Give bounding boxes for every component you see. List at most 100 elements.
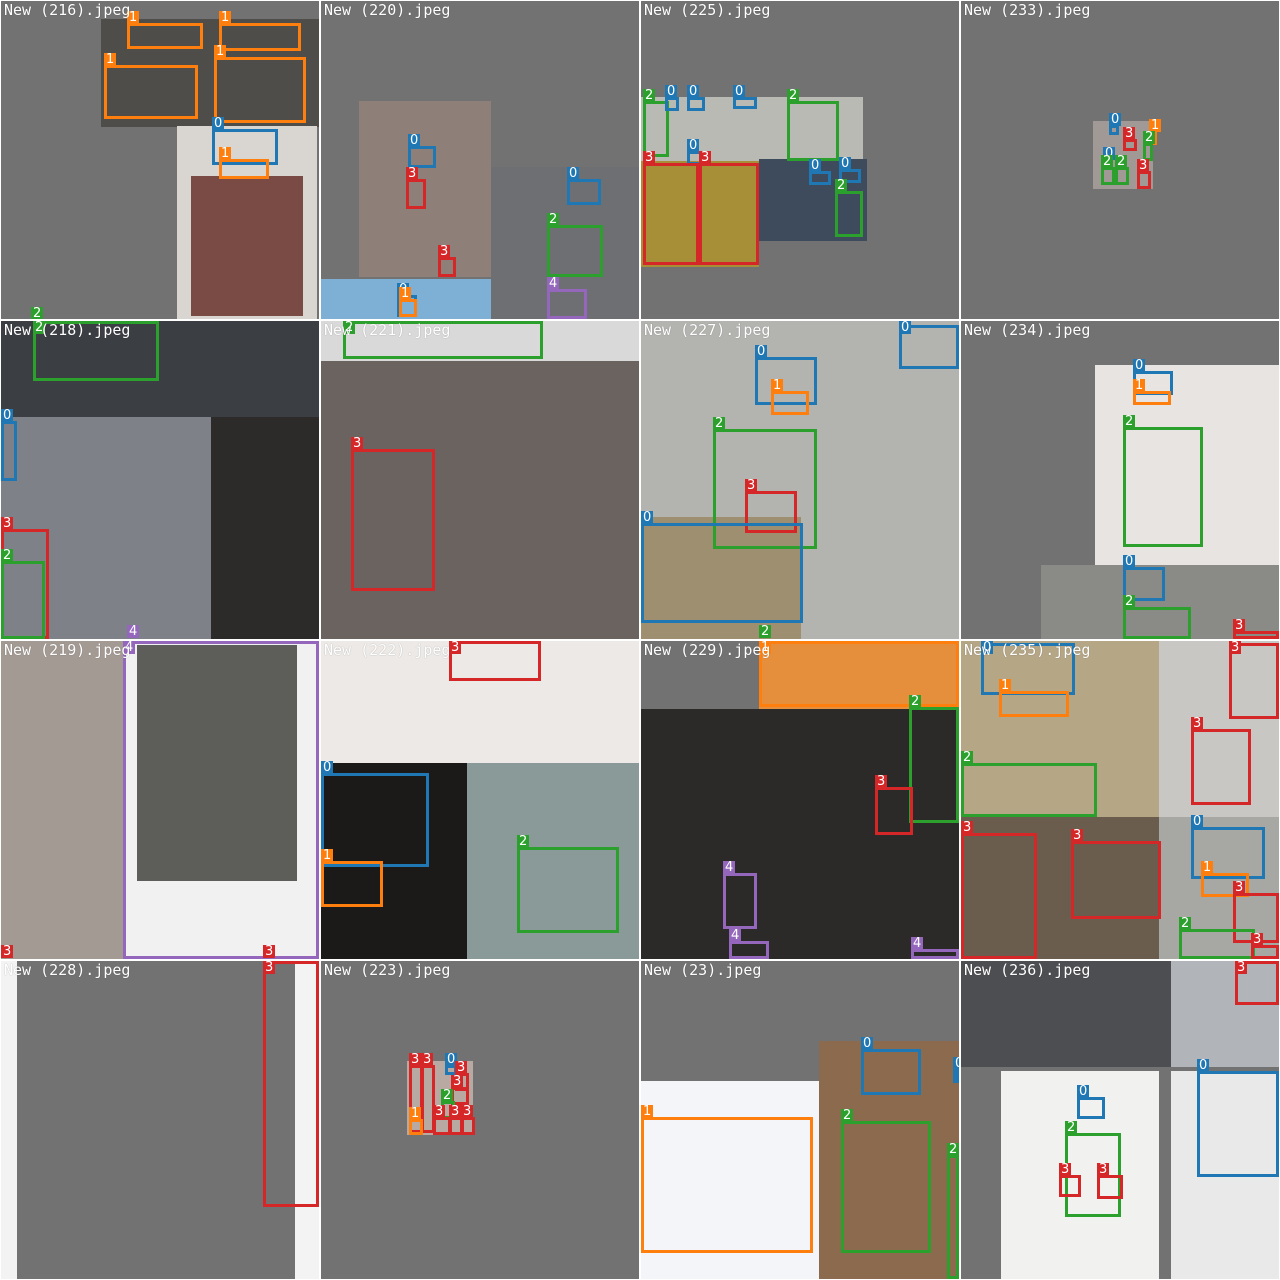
class-label: 0 [899, 321, 912, 335]
bounding-box [219, 23, 301, 51]
class-label: 3 [1235, 961, 1248, 975]
class-label: 3 [1233, 618, 1246, 633]
bounding-box [1251, 945, 1279, 959]
bounding-box [1, 421, 17, 481]
class-label: 2 [909, 694, 922, 709]
bounding-box [1133, 391, 1171, 405]
image-tile: 2 0 3 2 4 New (218).jpeg [1, 321, 319, 639]
photo-region [101, 19, 319, 127]
class-label: 2 [835, 178, 848, 193]
class-label: 3 [449, 641, 462, 655]
bounding-box [127, 23, 203, 49]
class-label: 4 [547, 276, 560, 291]
image-tile: 1 2 3 4 4 4 New (229).jpeg [641, 641, 959, 959]
bounding-box [961, 833, 1037, 959]
image-tile: 0 1 2 0 2 3 New (234).jpeg [961, 321, 1279, 639]
bounding-box [687, 97, 705, 111]
image-tile: 0 0 1 2 2 New (23).jpeg [641, 961, 959, 1279]
class-label: 4 [127, 624, 140, 639]
bounding-box [909, 707, 959, 823]
class-label: 2 [33, 321, 46, 335]
class-label: 1 [1201, 860, 1214, 875]
photo-region [641, 517, 801, 639]
photo-region [321, 321, 639, 361]
photo-region [191, 176, 303, 316]
bounding-box [733, 97, 757, 109]
class-label: 2 [1, 548, 14, 563]
bounding-box [1123, 567, 1165, 601]
tile-filename: New (235).jpeg [964, 641, 1091, 659]
bounding-box [321, 773, 429, 867]
class-label: 1 [1149, 118, 1162, 133]
bounding-box [999, 691, 1069, 717]
class-label: 3 [1097, 1162, 1110, 1177]
class-label: 3 [1137, 158, 1150, 173]
class-label: 0 [445, 1052, 458, 1067]
class-label: 2 [961, 750, 974, 765]
class-label: 4 [911, 936, 924, 951]
image-tile: 0 1 3 3 2 3 3 0 1 3 2 3 New (235).jpeg [961, 641, 1279, 959]
class-label: 3 [1123, 126, 1136, 141]
bounding-box [1235, 961, 1279, 1005]
tile-filename: New (228).jpeg [4, 961, 131, 979]
class-label: 1 [399, 286, 412, 301]
bounding-box [641, 523, 803, 623]
image-tile: 2 0 0 0 2 0 3 3 0 0 2 New (225).jpeg [641, 1, 959, 319]
bounding-box [755, 357, 817, 405]
photo-region [17, 961, 295, 1279]
bounding-box [123, 641, 319, 959]
class-label: 0 [321, 760, 334, 775]
photo-region [137, 645, 297, 881]
tile-filename: New (221).jpeg [324, 321, 451, 339]
class-label: 3 [1191, 716, 1204, 731]
bounding-box [1101, 167, 1115, 185]
class-label: 3 [1, 516, 14, 531]
class-label: 0 [1109, 112, 1122, 127]
bounding-box [1109, 125, 1119, 135]
class-label: 3 [1071, 828, 1084, 843]
image-tile: 4 3 3 New (219).jpeg [1, 641, 319, 959]
bounding-box [729, 941, 769, 959]
bounding-box [875, 787, 913, 835]
bounding-box [699, 163, 759, 265]
bounding-box [947, 1155, 959, 1279]
tile-filename: New (233).jpeg [964, 1, 1091, 19]
class-label: 0 [1191, 814, 1204, 829]
bounding-box [643, 101, 669, 157]
class-label: 4 [123, 641, 136, 655]
class-label: 3 [699, 150, 712, 165]
bounding-box [643, 163, 699, 265]
bounding-box [104, 65, 198, 119]
class-label: 0 [1133, 358, 1146, 373]
bounding-box [861, 1049, 921, 1095]
bounding-box [641, 1117, 813, 1253]
class-label: 0 [1077, 1084, 1090, 1099]
class-label: 2 [713, 416, 726, 431]
bounding-box [1097, 1175, 1123, 1199]
photo-region [961, 641, 1159, 817]
photo-region [961, 817, 1159, 959]
photo-region [491, 167, 639, 319]
class-label: 4 [729, 928, 742, 943]
photo-region [1, 641, 123, 959]
bounding-box [33, 321, 159, 381]
class-label: 3 [961, 820, 974, 835]
bounding-box [665, 97, 679, 111]
bounding-box [399, 299, 417, 317]
class-label: 2 [517, 834, 530, 849]
class-label: 1 [759, 641, 772, 655]
photo-region [1, 417, 211, 639]
class-label: 1 [219, 10, 232, 25]
tile-filename: New (223).jpeg [324, 961, 451, 979]
class-label: 0 [212, 116, 225, 131]
class-label: 0 [665, 84, 678, 99]
bounding-box [1191, 827, 1265, 879]
photo-region [1171, 961, 1279, 1067]
bounding-box [219, 159, 269, 179]
bounding-box [713, 429, 817, 549]
class-label: 3 [263, 944, 276, 959]
class-label: 0 [861, 1036, 874, 1051]
bounding-box [409, 1119, 423, 1135]
photo-region [211, 417, 319, 639]
image-tile: 03023014New (220).jpeg [321, 1, 639, 319]
